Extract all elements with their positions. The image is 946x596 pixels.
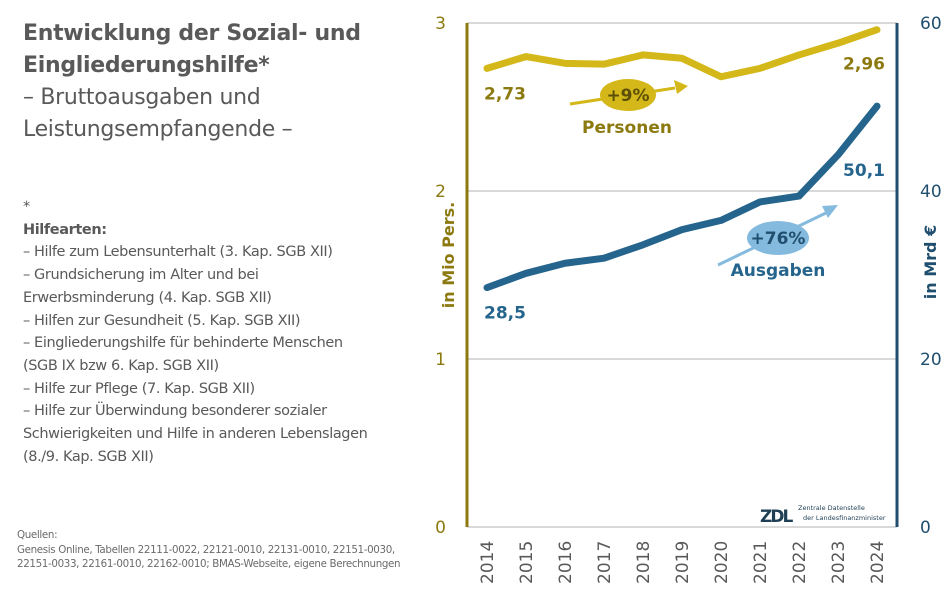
x-tick-label: 2019 — [673, 541, 693, 584]
y-right-tick-label: 0 — [920, 518, 931, 538]
personen-arrow-head-icon — [674, 80, 688, 94]
ausgaben-change-bubble — [747, 221, 809, 255]
chart-title-line2: Eingliederungshilfe* — [23, 53, 270, 78]
footnote-line: Erwerbsminderung (4. Kap. SGB XII) — [23, 289, 272, 306]
y-left-tick-label: 0 — [435, 518, 446, 538]
footnote-line: – Hilfe zur Überwindung besonderer sozia… — [23, 403, 327, 420]
x-tick-label: 2023 — [829, 541, 849, 584]
y-left-tick-label: 3 — [435, 14, 446, 34]
x-tick-label: 2020 — [712, 541, 732, 584]
x-tick-label: 2022 — [790, 541, 810, 584]
chart-title-line1: Entwicklung der Sozial- und — [23, 21, 361, 46]
y-right-tick-label: 60 — [920, 14, 942, 34]
footnote-line: – Hilfe zur Pflege (7. Kap. SGB XII) — [23, 380, 255, 397]
zdl-logo: ZDL Zentrale Datenstelle der Landesfinanzm… — [760, 504, 886, 527]
personen-change-bubble — [600, 79, 656, 111]
chart-subtitle-line1: – Bruttoausgaben und — [23, 85, 261, 110]
series-lines — [483, 26, 881, 292]
ausgaben-arrow-head-icon — [822, 205, 838, 218]
x-tick-label: 2016 — [556, 541, 576, 584]
y-right-tick-label: 20 — [920, 350, 942, 370]
x-tick-label: 2015 — [517, 541, 537, 584]
footnote-line: – Hilfen zur Gesundheit (5. Kap. SGB XII… — [23, 312, 301, 329]
footnote-line: – Grundsicherung im Alter und bei — [23, 267, 259, 284]
footnote: * Hilfearten: – Hilfe zum Lebensunterhal… — [23, 196, 423, 468]
ausgaben-series-label: Ausgaben — [731, 261, 826, 281]
zdl-logo-line2: der Landesfinanzminister — [803, 514, 886, 522]
ausgaben-last-label: 50,1 — [843, 161, 885, 181]
sources-line: 22151-0033, 22161-0010, 22162-0010; BMAS… — [17, 558, 401, 570]
sources-heading: Quellen: — [17, 529, 58, 541]
tick-labels: 0 1 2 3 0 20 40 60 in Mio Pers. in Mrd € — [435, 14, 941, 538]
y-right-axis-title: in Mrd € — [921, 225, 940, 299]
zdl-logo-mark: ZDL — [760, 507, 793, 527]
personen-change-label: +9% — [606, 86, 649, 106]
footnote-heading: Hilfearten: — [23, 221, 107, 238]
y-left-tick-label: 1 — [435, 350, 446, 370]
x-tick-label: 2021 — [751, 541, 771, 584]
y-left-axis-title: in Mio Pers. — [439, 202, 458, 308]
x-tick-labels: 2014 2015 2016 2017 2018 2019 2020 2021 2022 2023… — [478, 541, 888, 584]
footnote-line: (SGB IX bzw 6. Kap. SGB XII) — [23, 357, 219, 374]
x-tick-label: 2018 — [634, 541, 654, 584]
footnote-line: – Eingliederungshilfe für behinderte Men… — [23, 335, 343, 352]
zdl-logo-line1: Zentrale Datenstelle — [798, 504, 865, 512]
axes — [465, 23, 899, 527]
footnote-line: Schwierigkeiten und Hilfe in anderen Leb… — [23, 426, 368, 443]
x-tick-label: 2014 — [478, 541, 498, 584]
ausgaben-change-label: +76% — [751, 229, 806, 249]
title-block: Entwicklung der Sozial- und Eingliederun… — [23, 18, 423, 146]
y-right-tick-label: 40 — [920, 182, 942, 202]
personen-line — [483, 26, 881, 81]
footnote-marker: * — [23, 199, 30, 215]
personen-last-label: 2,96 — [843, 55, 885, 75]
personen-first-label: 2,73 — [484, 84, 526, 104]
personen-series-label: Personen — [582, 118, 672, 138]
footnote-line: (8./9. Kap. SGB XII) — [23, 448, 154, 465]
gridlines — [467, 22, 897, 528]
chart-subtitle-line2: Leistungsempfangende – — [23, 117, 293, 142]
annotations: +9% Personen +76% Ausgaben — [569, 79, 838, 281]
sources: Quellen: Genesis Online, Tabellen 22111-… — [17, 528, 437, 572]
sources-line: Genesis Online, Tabellen 22111-0022, 221… — [17, 543, 395, 556]
data-labels: 2,73 2,96 28,5 50,1 — [484, 55, 885, 324]
y-left-tick-label: 2 — [435, 182, 446, 202]
x-tick-label: 2017 — [595, 541, 615, 584]
x-tick-label: 2024 — [868, 541, 888, 584]
ausgaben-first-label: 28,5 — [484, 304, 526, 324]
footnote-line: – Hilfe zum Lebensunterhalt (3. Kap. SGB… — [23, 244, 333, 261]
